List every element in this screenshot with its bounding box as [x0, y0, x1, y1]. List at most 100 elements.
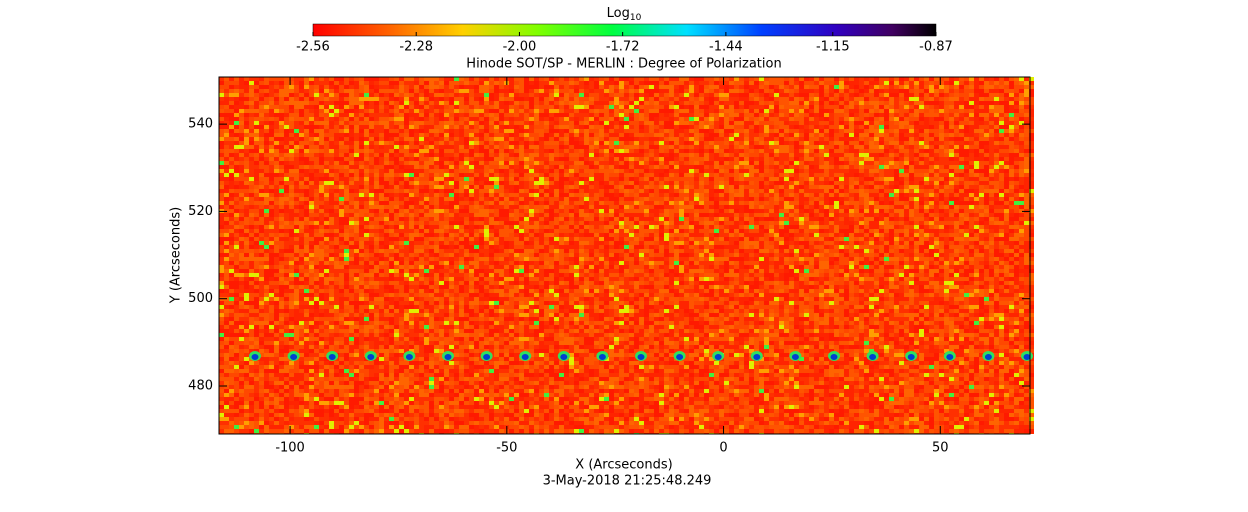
image-pixel	[504, 197, 509, 201]
image-pixel	[1004, 169, 1009, 173]
image-pixel	[839, 189, 844, 193]
image-pixel	[859, 173, 864, 177]
image-pixel	[619, 181, 624, 185]
image-pixel	[559, 185, 564, 189]
image-pixel	[239, 125, 244, 129]
image-pixel	[329, 173, 334, 177]
image-pixel	[949, 109, 954, 113]
image-pixel	[564, 133, 569, 137]
image-pixel	[754, 125, 759, 129]
image-pixel	[279, 133, 284, 137]
image-pixel	[494, 129, 499, 133]
image-pixel	[714, 81, 719, 85]
image-pixel	[609, 161, 614, 165]
image-pixel	[254, 89, 259, 93]
image-pixel	[489, 173, 494, 177]
image-pixel	[454, 89, 459, 93]
image-pixel	[874, 137, 879, 141]
image-pixel	[1009, 193, 1014, 197]
image-pixel	[969, 85, 974, 89]
image-pixel	[879, 113, 884, 117]
image-pixel	[879, 165, 884, 169]
image-pixel	[969, 173, 974, 177]
image-pixel	[884, 193, 889, 197]
image-pixel	[564, 169, 569, 173]
image-pixel	[439, 97, 444, 101]
image-pixel	[464, 141, 469, 145]
image-pixel	[994, 157, 999, 161]
image-pixel	[514, 181, 519, 185]
image-pixel	[534, 185, 539, 189]
image-pixel	[474, 169, 479, 173]
image-pixel	[719, 137, 724, 141]
image-pixel	[829, 149, 834, 153]
image-pixel	[939, 137, 944, 141]
image-pixel	[874, 113, 879, 117]
image-pixel	[504, 137, 509, 141]
image-pixel	[294, 93, 299, 97]
image-pixel	[324, 185, 329, 189]
image-pixel	[984, 133, 989, 137]
image-pixel	[904, 137, 909, 141]
image-pixel	[914, 185, 919, 189]
image-pixel	[459, 185, 464, 189]
image-pixel	[219, 169, 224, 173]
image-pixel	[884, 157, 889, 161]
image-pixel	[714, 149, 719, 153]
image-pixel	[859, 113, 864, 117]
image-pixel	[414, 165, 419, 169]
image-pixel	[774, 153, 779, 157]
image-pixel	[954, 125, 959, 129]
image-pixel	[404, 125, 409, 129]
image-pixel	[279, 185, 284, 189]
image-pixel	[834, 85, 839, 89]
image-pixel	[464, 185, 469, 189]
image-pixel	[334, 97, 339, 101]
image-pixel	[979, 101, 984, 105]
image-pixel	[694, 81, 699, 85]
image-pixel	[614, 193, 619, 197]
image-pixel	[679, 93, 684, 97]
image-pixel	[494, 177, 499, 181]
image-pixel	[424, 169, 429, 173]
image-pixel	[964, 113, 969, 117]
image-pixel	[249, 97, 254, 101]
image-pixel	[484, 85, 489, 89]
image-pixel	[319, 109, 324, 113]
image-pixel	[224, 197, 229, 201]
image-pixel	[464, 117, 469, 121]
image-pixel	[489, 197, 494, 201]
image-pixel	[819, 177, 824, 181]
image-pixel	[459, 189, 464, 193]
image-pixel	[909, 177, 914, 181]
image-pixel	[929, 85, 934, 89]
image-pixel	[314, 129, 319, 133]
image-pixel	[784, 101, 789, 105]
image-pixel	[594, 153, 599, 157]
image-pixel	[229, 97, 234, 101]
image-pixel	[709, 165, 714, 169]
image-pixel	[684, 101, 689, 105]
image-pixel	[324, 117, 329, 121]
image-pixel	[699, 173, 704, 177]
image-pixel	[329, 89, 334, 93]
image-pixel	[239, 105, 244, 109]
image-pixel	[614, 93, 619, 97]
image-pixel	[989, 101, 994, 105]
image-pixel	[584, 93, 589, 97]
image-pixel	[339, 145, 344, 149]
image-pixel	[924, 89, 929, 93]
image-pixel	[909, 189, 914, 193]
image-pixel	[964, 133, 969, 137]
image-pixel	[244, 125, 249, 129]
image-pixel	[699, 105, 704, 109]
image-pixel	[844, 161, 849, 165]
image-pixel	[544, 149, 549, 153]
image-pixel	[754, 173, 759, 177]
image-pixel	[349, 153, 354, 157]
image-pixel	[764, 93, 769, 97]
image-pixel	[854, 101, 859, 105]
image-pixel	[384, 109, 389, 113]
image-pixel	[529, 153, 534, 157]
image-pixel	[889, 193, 894, 197]
